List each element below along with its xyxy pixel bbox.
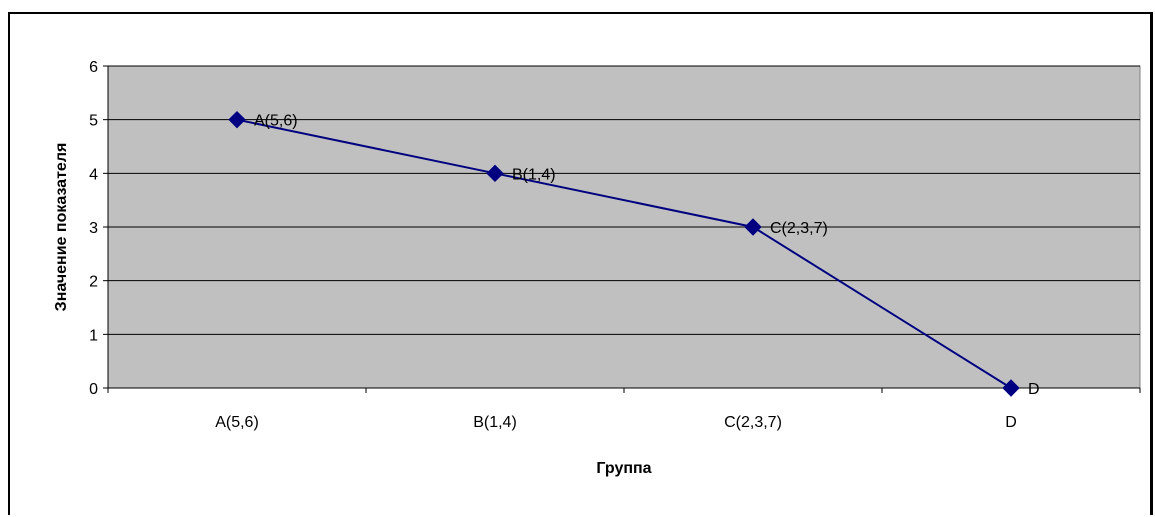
- series-line: [236, 118, 1012, 389]
- data-point-marker: [228, 110, 246, 129]
- x-tick-label: B(1,4): [473, 414, 517, 431]
- x-tick-label: A(5,6): [215, 414, 259, 431]
- data-point-marker: [1002, 379, 1020, 397]
- y-axis-title: Значение показателя: [53, 143, 70, 312]
- y-tick-label: 6: [89, 59, 98, 76]
- x-tick-label: D: [1005, 414, 1017, 431]
- y-tick-labels: 0 1 2 3 4 5 6: [89, 59, 98, 398]
- x-axis-title: Группа: [596, 460, 651, 477]
- y-tick-label: 5: [89, 113, 98, 130]
- y-tick-label: 4: [89, 166, 98, 183]
- x-tick-labels: A(5,6) B(1,4) C(2,3,7) D: [215, 414, 1017, 431]
- y-tick-label: 2: [89, 274, 98, 291]
- y-tick-label: 1: [89, 327, 98, 344]
- y-tick-label: 0: [89, 381, 98, 398]
- gridlines: [108, 65, 1140, 335]
- y-tick-label: 3: [89, 220, 98, 237]
- data-point-marker: [486, 164, 504, 183]
- data-label: C(2,3,7): [770, 220, 828, 237]
- data-label: A(5,6): [254, 113, 298, 130]
- data-labels: A(5,6) B(1,4) C(2,3,7) D: [254, 113, 1040, 398]
- axes: [103, 65, 1141, 393]
- x-tick-label: C(2,3,7): [724, 414, 782, 431]
- series-layer: [228, 110, 1020, 397]
- data-point-marker: [744, 218, 762, 236]
- data-label: D: [1028, 381, 1040, 398]
- data-label: B(1,4): [512, 166, 556, 183]
